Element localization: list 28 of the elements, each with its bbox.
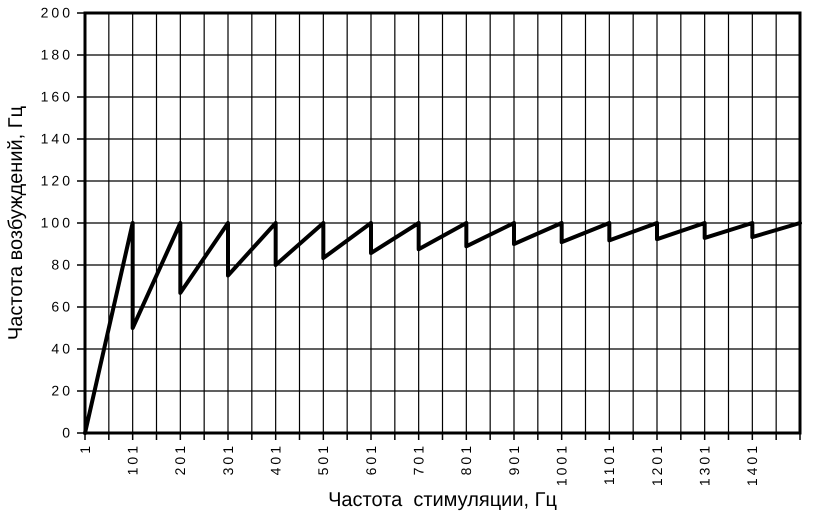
y-tick-label: 0: [62, 424, 73, 440]
y-tick-label: 160: [40, 88, 73, 104]
x-tick-label: 1401: [744, 443, 760, 486]
y-tick-label: 140: [40, 130, 73, 146]
x-tick-label: 901: [506, 443, 522, 476]
y-tick-label: 60: [51, 298, 73, 314]
x-tick-label: 801: [458, 443, 474, 476]
x-tick-label: 101: [124, 443, 141, 476]
y-tick-label: 80: [51, 256, 73, 272]
y-axis-title: Частота возбуждений, Гц: [5, 106, 27, 340]
x-tick-label: 1301: [696, 443, 713, 486]
y-tick-label: 200: [40, 4, 73, 20]
x-tick-label: 1001: [554, 443, 570, 486]
x-axis-title: Частота стимуляции, Гц: [328, 489, 557, 511]
x-tick-label: 601: [362, 443, 379, 476]
x-tick-label: 701: [410, 443, 427, 476]
x-tick-label: 1: [76, 443, 93, 454]
x-tick-label: 1201: [648, 443, 665, 486]
y-tick-label: 120: [40, 172, 73, 188]
x-tick-label: 1101: [601, 443, 618, 486]
x-tick-label: 301: [220, 443, 236, 476]
x-tick-label: 501: [315, 443, 332, 476]
x-tick-label: 401: [268, 443, 284, 476]
y-tick-label: 40: [51, 340, 73, 356]
y-tick-label: 100: [40, 214, 73, 230]
y-tick-label: 20: [51, 382, 73, 398]
x-tick-label: 201: [172, 443, 188, 476]
y-tick-label: 180: [40, 46, 73, 62]
